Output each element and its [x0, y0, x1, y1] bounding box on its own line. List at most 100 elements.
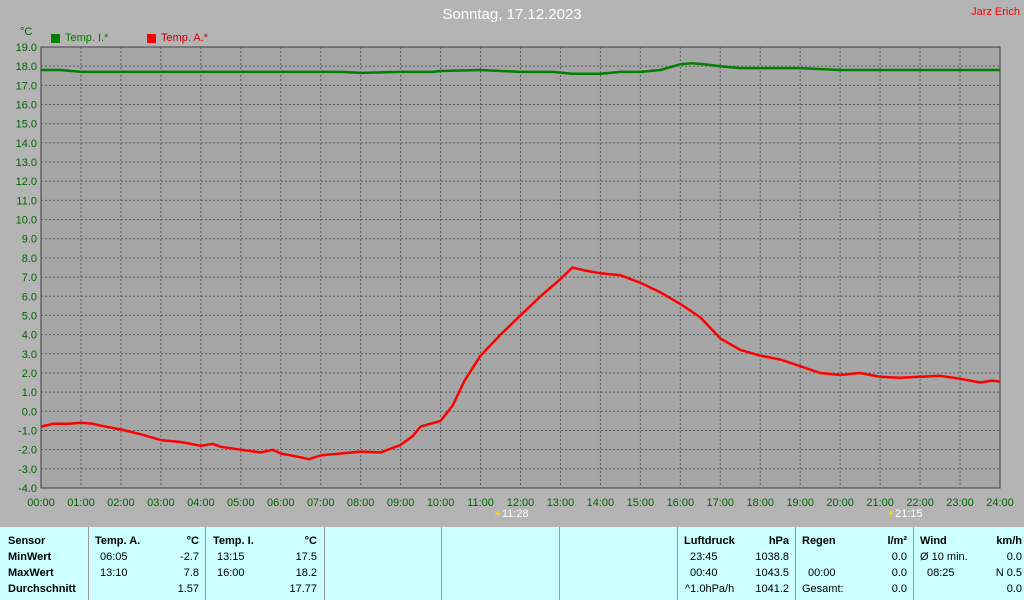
rain-unit: l/m² [887, 535, 907, 547]
x-tick-label: 23:00 [946, 497, 974, 509]
temp-i-max-time: 16:00 [217, 567, 245, 579]
stats-col-temp-i: Temp. I. °C 13:15 17.5 16:00 18.2 17.77 [206, 527, 325, 600]
sunset-marker: ☀21:15 [886, 508, 923, 520]
y-tick-label: 8.0 [22, 253, 37, 265]
temp-i-max-value: 18.2 [295, 567, 317, 579]
series-line-inside-temp [41, 62, 1000, 76]
stats-header-sensor: Sensor [8, 535, 46, 547]
y-tick-label: -2.0 [18, 445, 37, 457]
y-tick-label: 18.0 [16, 61, 37, 73]
temp-a-avg: 1.57 [177, 583, 199, 595]
pressure-trend-value: 1041.2 [755, 583, 789, 595]
author-label: Jarz Erich [971, 6, 1020, 18]
wind-header: Wind [920, 535, 947, 547]
series-line-outside-temp [40, 266, 1001, 461]
rain-time: 00:00 [808, 567, 836, 579]
sunrise-marker: ☀11:28 [493, 508, 529, 520]
y-tick-label: 16.0 [16, 100, 37, 112]
rain-total-value: 0.0 [891, 583, 907, 595]
sunrise-icon: ☀ [493, 509, 502, 520]
temp-a-unit: °C [186, 535, 199, 547]
x-tick-label: 02:00 [107, 497, 135, 509]
y-tick-label: 0.0 [22, 406, 37, 418]
x-tick-label: 03:00 [147, 497, 175, 509]
y-tick-label: 2.0 [22, 368, 37, 380]
stats-col-temp-a: Temp. A. °C 06:05 -2.7 13:10 7.8 1.57 [89, 527, 206, 600]
y-tick-label: 6.0 [22, 291, 37, 303]
pressure-max-time: 00:40 [690, 567, 718, 579]
stats-col-empty-1 [325, 527, 442, 600]
legend-swatch-outside [147, 33, 156, 43]
sunset-time: 21:15 [894, 508, 923, 520]
pressure-header: Luftdruck [684, 535, 735, 547]
rain-total-label: Gesamt: [802, 583, 844, 595]
legend-label-outside: Temp. A.* [161, 32, 209, 44]
stats-col-empty-2 [442, 527, 560, 600]
chart-title: Sonntag, 17.12.2023 [442, 6, 582, 23]
temp-a-header: Temp. A. [95, 535, 141, 547]
y-tick-label: 12.0 [16, 176, 37, 188]
x-tick-label: 05:00 [227, 497, 255, 509]
x-tick-label: 10:00 [427, 497, 455, 509]
y-tick-label: 11.0 [16, 195, 37, 207]
pressure-min-value: 1038.8 [755, 551, 789, 563]
stats-col-wind: Wind km/h Ø 10 min. 0.0 08:25 N 0.5 0.0 [914, 527, 1024, 600]
x-tick-label: 12:00 [507, 497, 535, 509]
y-tick-label: 14.0 [16, 138, 37, 150]
wind-value-3: 0.0 [1006, 583, 1022, 595]
rain-value-1: 0.0 [891, 551, 907, 563]
stats-col-pressure: Luftdruck hPa 23:45 1038.8 00:40 1043.5 … [678, 527, 796, 600]
x-tick-label: 08:00 [347, 497, 375, 509]
x-tick-label: 19:00 [786, 497, 814, 509]
x-tick-label: 24:00 [986, 497, 1014, 509]
temp-i-unit: °C [304, 535, 317, 547]
y-tick-label: -1.0 [18, 425, 37, 437]
y-tick-label: 9.0 [22, 234, 37, 246]
pressure-trend-label: ^1.0hPa/h [685, 583, 735, 595]
stats-col-sensor: Sensor MinWert MaxWert Durchschnitt [0, 527, 89, 600]
temp-a-max-value: 7.8 [183, 567, 199, 579]
x-tick-label: 20:00 [826, 497, 854, 509]
stats-col-rain: Regen l/m² 0.0 00:00 0.0 Gesamt: 0.0 [796, 527, 914, 600]
rain-header: Regen [802, 535, 836, 547]
x-tick-label: 06:00 [267, 497, 295, 509]
stats-table: Sensor MinWert MaxWert Durchschnitt Temp… [0, 527, 1024, 600]
temp-i-header: Temp. I. [213, 535, 254, 547]
y-tick-label: 7.0 [22, 272, 37, 284]
temp-a-min-time: 06:05 [100, 551, 128, 563]
stats-row-min: MinWert [8, 551, 52, 563]
x-tick-label: 17:00 [707, 497, 735, 509]
wind-avg-label: Ø 10 min. [920, 551, 968, 563]
wind-unit: km/h [996, 535, 1022, 547]
x-tick-label: 04:00 [187, 497, 215, 509]
sunset-icon: ☀ [886, 509, 895, 520]
x-tick-label: 22:00 [906, 497, 934, 509]
legend-item-outside: Temp. A.* [147, 32, 208, 44]
y-tick-label: 3.0 [22, 349, 37, 361]
wind-max-time: 08:25 [927, 567, 955, 579]
y-tick-label: 4.0 [22, 330, 37, 342]
temp-i-min-value: 17.5 [295, 551, 317, 563]
x-tick-label: 16:00 [667, 497, 695, 509]
x-tick-label: 01:00 [67, 497, 95, 509]
legend-swatch-inside [51, 33, 60, 43]
stats-row-avg: Durchschnitt [8, 583, 76, 595]
pressure-unit: hPa [768, 535, 789, 547]
y-axis-unit: °C [20, 26, 33, 38]
y-tick-label: 13.0 [16, 157, 37, 169]
y-tick-label: 10.0 [16, 215, 37, 227]
y-tick-label: -3.0 [18, 464, 37, 476]
temp-a-max-time: 13:10 [100, 567, 128, 579]
x-tick-label: 14:00 [587, 497, 615, 509]
y-tick-label: 5.0 [22, 310, 37, 322]
temperature-chart: 19.0 18.0 17.0 16.0 15.0 14.0 13.0 12.0 11.0 10.0… [16, 42, 1014, 509]
wind-avg-value: 0.0 [1006, 551, 1022, 563]
legend-item-inside: Temp. I.* [51, 32, 108, 44]
x-tick-label: 11:00 [467, 497, 494, 509]
stats-col-empty-3 [560, 527, 678, 600]
x-tick-label: 13:00 [547, 497, 575, 509]
x-tick-label: 21:00 [866, 497, 894, 509]
x-tick-label: 18:00 [746, 497, 774, 509]
y-tick-label: 1.0 [22, 387, 37, 399]
x-tick-label: 00:00 [27, 497, 55, 509]
